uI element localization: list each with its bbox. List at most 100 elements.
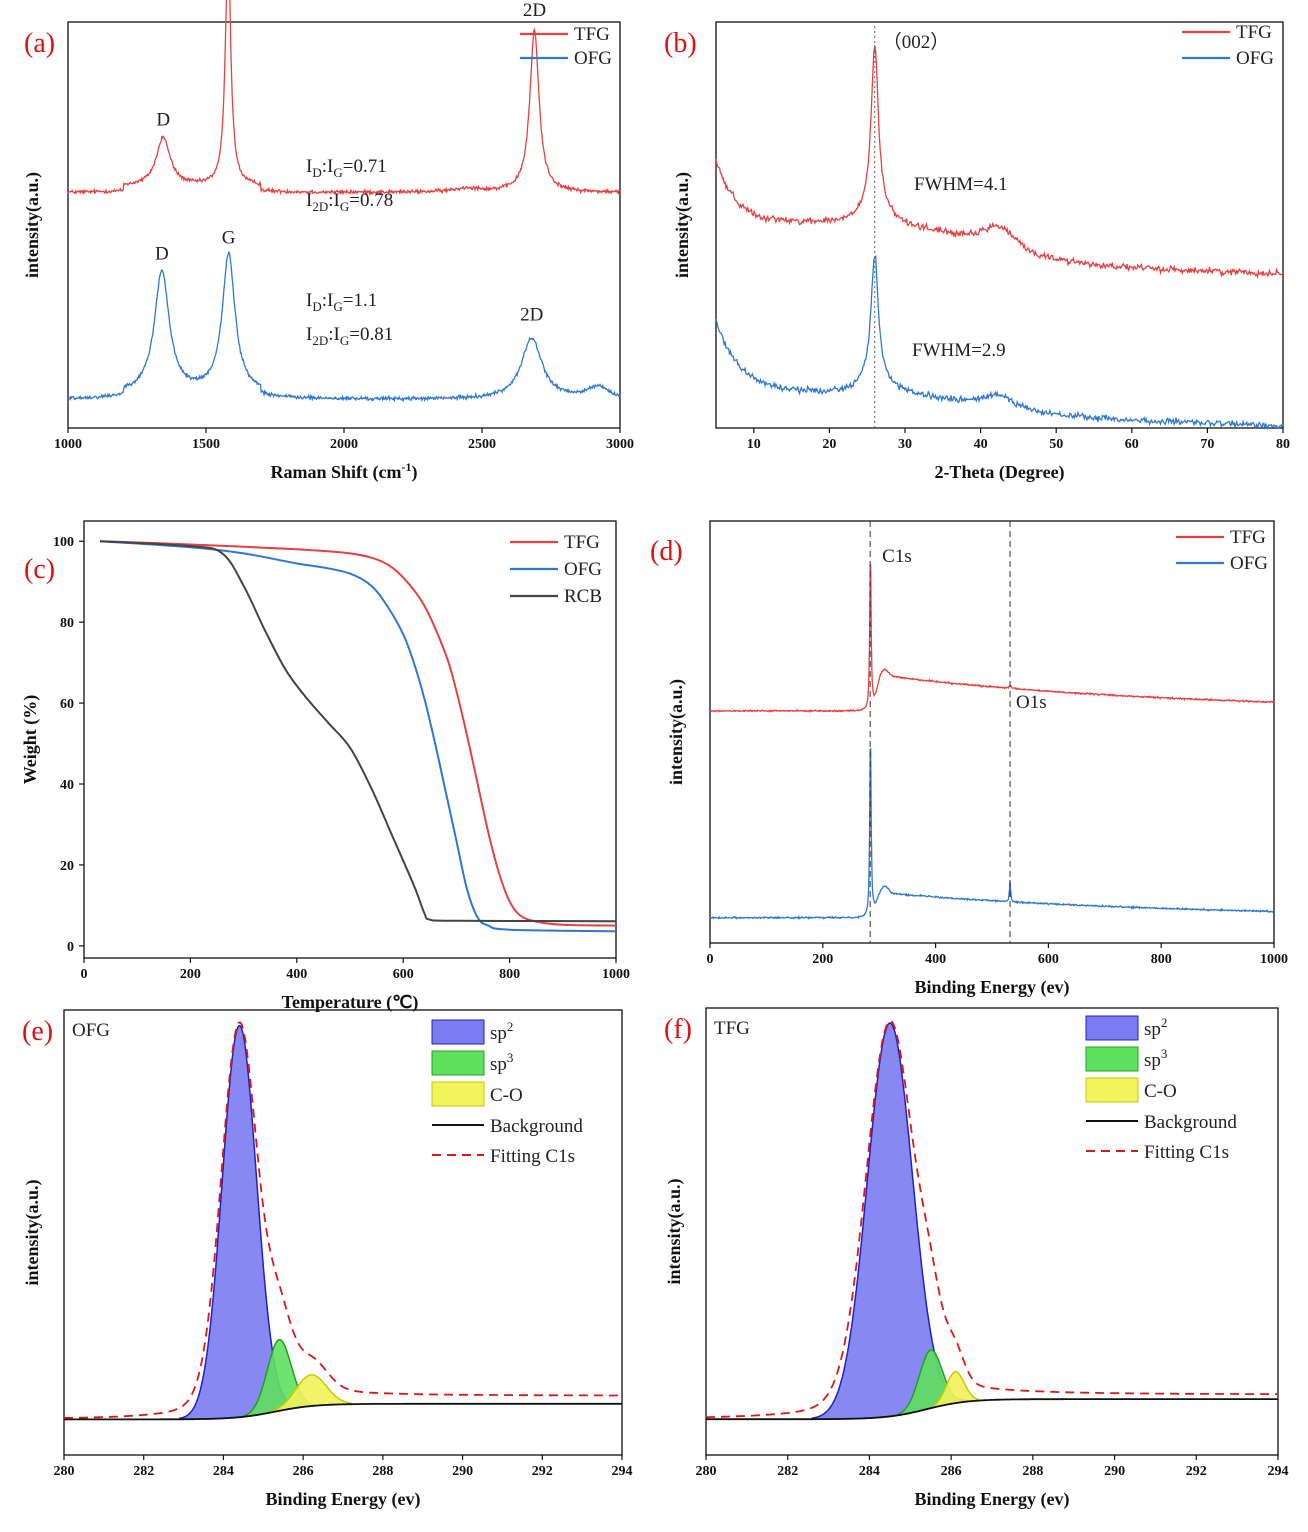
panel-label: (a) bbox=[24, 28, 55, 59]
panel-label: (e) bbox=[22, 1016, 53, 1047]
x-axis-title: Raman Shift (cm-1) bbox=[271, 460, 418, 483]
series-line-tfg bbox=[709, 564, 1275, 714]
fwhm-label-tfg: FWHM=4.1 bbox=[914, 174, 1008, 195]
y-tick-label: 100 bbox=[53, 535, 74, 550]
x-tick-label: 600 bbox=[393, 967, 414, 982]
x-tick-label: 1000 bbox=[54, 437, 82, 452]
x-tick-label: 800 bbox=[499, 967, 520, 982]
x-tick-label: 1000 bbox=[602, 967, 630, 982]
component-area-sp2 bbox=[811, 1022, 969, 1420]
legend-swatch-sp3 bbox=[1085, 1046, 1139, 1072]
x-axis-title: Temperature (℃) bbox=[282, 992, 419, 1013]
peak-label: G bbox=[222, 227, 236, 248]
legend-label-ofg: OFG bbox=[1236, 48, 1274, 69]
x-tick-label: 400 bbox=[286, 967, 307, 982]
x-tick-label: 288 bbox=[1022, 1464, 1043, 1479]
x-tick-label: 200 bbox=[180, 967, 201, 982]
plot-frame bbox=[63, 1009, 623, 1456]
y-tick-label: 60 bbox=[60, 697, 74, 712]
x-tick-label: 200 bbox=[812, 952, 833, 967]
x-axis-title: 2-Theta (Degree) bbox=[934, 462, 1064, 483]
x-tick-label: 284 bbox=[213, 1464, 234, 1479]
marker-label-o1s: O1s bbox=[1016, 692, 1047, 713]
x-tick-label: 0 bbox=[707, 952, 714, 967]
x-axis-title: Binding Energy (ev) bbox=[265, 1489, 420, 1510]
x-tick-label: 284 bbox=[859, 1464, 880, 1479]
x-tick-label: 294 bbox=[612, 1464, 633, 1479]
x-tick-label: 290 bbox=[1104, 1464, 1125, 1479]
x-axis-title: Binding Energy (ev) bbox=[914, 977, 1069, 998]
x-tick-label: 600 bbox=[1038, 952, 1059, 967]
panel-d: 0 200 400 600 800 1000 Binding Energy (ev) (d) i… bbox=[650, 520, 1288, 998]
legend-label-sp2: sp2 bbox=[490, 1019, 513, 1044]
x-tick-label: 280 bbox=[54, 1464, 75, 1479]
panel-label: (f) bbox=[664, 1014, 692, 1045]
y-axis-title: intensity(a.u.) bbox=[22, 172, 43, 278]
legend-label-ofg: OFG bbox=[574, 48, 612, 69]
x-tick-label: 292 bbox=[532, 1464, 553, 1479]
legend-label-ofg: OFG bbox=[1230, 553, 1268, 574]
fitting-line bbox=[706, 1020, 1278, 1418]
legend-label-tfg: TFG bbox=[564, 532, 600, 553]
plot-frame bbox=[67, 21, 621, 429]
plot-frame bbox=[705, 1007, 1279, 1456]
marker-label-c1s: C1s bbox=[882, 546, 912, 567]
x-tick-label: 10 bbox=[747, 437, 761, 452]
x-tick-label: 1000 bbox=[1260, 952, 1288, 967]
background-line bbox=[64, 1402, 622, 1421]
y-axis-title: intensity(a.u.) bbox=[664, 1178, 685, 1284]
y-tick-label: 0 bbox=[67, 940, 74, 955]
x-tick-label: 282 bbox=[777, 1464, 798, 1479]
ratio-i2d-ig: I2D:IG=0.81 bbox=[306, 324, 393, 348]
legend-swatch-co bbox=[431, 1081, 485, 1107]
legend-swatch-sp2 bbox=[431, 1019, 485, 1045]
ratio-id-ig: ID:IG=1.1 bbox=[306, 290, 377, 314]
legend-label-sp3: sp3 bbox=[490, 1050, 513, 1075]
legend-swatch-sp3 bbox=[431, 1050, 485, 1076]
legend-label-sp3: sp3 bbox=[1144, 1046, 1167, 1071]
y-axis-title: intensity(a.u.) bbox=[666, 679, 687, 785]
panel-e: 280 282 284 286 288 290 292 294 Binding Energy (… bbox=[22, 1009, 633, 1510]
series-line-ofg bbox=[709, 747, 1275, 921]
legend-label-tfg: TFG bbox=[1236, 22, 1272, 43]
series-line-ofg bbox=[67, 251, 621, 403]
x-tick-label: 50 bbox=[1049, 437, 1063, 452]
y-tick-label: 80 bbox=[60, 616, 74, 631]
x-axis-title: Binding Energy (ev) bbox=[914, 1489, 1069, 1510]
legend-label-tfg: TFG bbox=[574, 24, 610, 45]
x-tick-label: 40 bbox=[974, 437, 988, 452]
x-tick-label: 80 bbox=[1276, 437, 1290, 452]
legend-label-co: C-O bbox=[490, 1085, 523, 1106]
fwhm-label-ofg: FWHM=2.9 bbox=[912, 340, 1006, 361]
legend-label-fitting: Fitting C1s bbox=[490, 1146, 575, 1167]
peak-label: D bbox=[156, 110, 170, 131]
panel-a: 1000 1500 2000 2500 3000 Raman Shift (cm-1) (a… bbox=[22, 0, 634, 483]
panel-label: (d) bbox=[650, 536, 683, 567]
x-tick-label: 292 bbox=[1186, 1464, 1207, 1479]
fitting-line bbox=[64, 1021, 622, 1419]
x-tick-label: 1500 bbox=[192, 437, 220, 452]
y-axis-title: intensity(a.u.) bbox=[672, 172, 693, 278]
panel-label: (b) bbox=[664, 28, 697, 59]
x-tick-label: 3000 bbox=[606, 437, 634, 452]
legend-label-background: Background bbox=[490, 1116, 583, 1137]
legend-label-tfg: TFG bbox=[1230, 527, 1266, 548]
panel-f: 280 282 284 286 288 290 292 294 Binding Energy (… bbox=[664, 1007, 1289, 1510]
y-tick-label: 40 bbox=[60, 778, 74, 793]
panel-b: 10 20 30 40 50 60 70 80 2-Theta (Degree) (b) inten… bbox=[664, 21, 1290, 483]
background-line bbox=[706, 1398, 1278, 1421]
x-tick-label: 294 bbox=[1268, 1464, 1289, 1479]
peak-label: D bbox=[155, 244, 169, 265]
x-tick-label: 290 bbox=[452, 1464, 473, 1479]
series-line-rcb bbox=[99, 540, 617, 923]
x-tick-label: 280 bbox=[696, 1464, 717, 1479]
legend-label-co: C-O bbox=[1144, 1081, 1177, 1102]
x-tick-label: 282 bbox=[133, 1464, 154, 1479]
plot-frame bbox=[83, 520, 617, 959]
y-axis-title: Weight (%) bbox=[20, 695, 41, 785]
x-tick-label: 30 bbox=[898, 437, 912, 452]
y-axis-title: intensity(a.u.) bbox=[22, 1179, 43, 1285]
x-tick-label: 20 bbox=[822, 437, 836, 452]
